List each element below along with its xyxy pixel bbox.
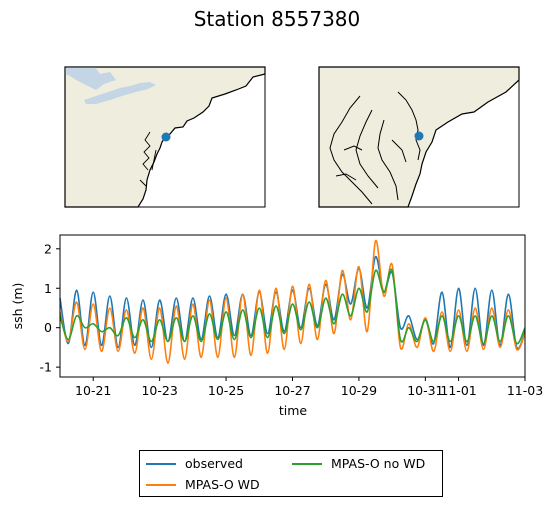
legend-item-observed: observed — [146, 456, 243, 471]
x-tick-label: 10-21 — [75, 383, 111, 398]
plot-area — [60, 235, 525, 377]
x-tick-label: 10-29 — [341, 383, 377, 398]
legend-item-mpas-no-wd: MPAS-O no WD — [292, 456, 425, 471]
map-shoreline-detail — [329, 91, 421, 205]
series-layer — [59, 240, 526, 365]
y-tick-label: 1 — [44, 281, 52, 296]
map-frame — [64, 66, 266, 208]
series-line-mpas-o-no-wd — [59, 268, 526, 345]
map-panel-regional — [64, 66, 266, 208]
legend-label: MPAS-O no WD — [331, 456, 426, 471]
x-axis-label: time — [279, 403, 308, 418]
map-bay-lines — [139, 131, 157, 187]
map-frame — [318, 66, 520, 208]
x-tick-label: 11-03 — [507, 383, 543, 398]
y-axis: -1 0 1 2 — [40, 241, 60, 375]
legend-swatch — [146, 462, 176, 465]
y-tick-label: 0 — [44, 320, 52, 335]
x-tick-label: 10-27 — [274, 383, 310, 398]
x-tick-label: 10-23 — [141, 383, 177, 398]
legend-swatch — [292, 462, 322, 465]
map-lake — [84, 82, 156, 104]
legend-label: MPAS-O WD — [185, 477, 260, 492]
x-tick-label: 10-25 — [208, 383, 244, 398]
legend-swatch — [146, 483, 176, 486]
legend-item-mpas-wd: MPAS-O WD — [146, 477, 260, 492]
y-tick-label: -1 — [40, 360, 52, 375]
y-axis-label: ssh (m) — [10, 283, 25, 330]
legend: observed MPAS-O WD MPAS-O no WD — [139, 450, 443, 497]
figure-title: Station 8557380 — [193, 7, 361, 31]
station-marker — [161, 132, 171, 142]
y-tick-label: 2 — [44, 241, 52, 256]
x-tick-label: 11-01 — [440, 383, 476, 398]
map-lake — [65, 67, 116, 90]
station-marker — [414, 131, 424, 141]
x-tick-label: 10-31 — [407, 383, 443, 398]
legend-label: observed — [185, 456, 243, 471]
map-panel-zoom — [318, 66, 520, 208]
